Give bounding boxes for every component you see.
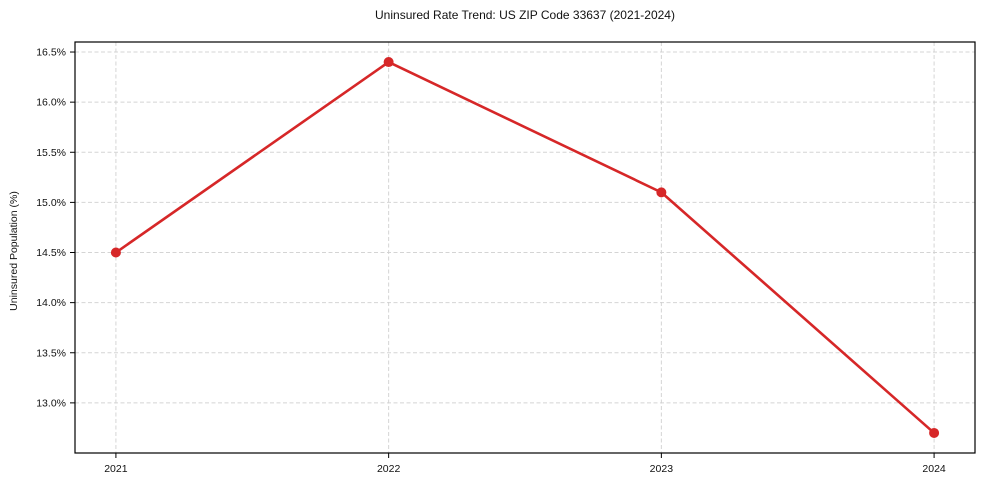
x-tick-label: 2024 (922, 463, 946, 475)
y-tick-label: 13.0% (36, 397, 66, 409)
y-tick-label: 15.5% (36, 147, 66, 159)
y-tick-label: 13.5% (36, 347, 66, 359)
y-tick-label: 14.5% (36, 247, 66, 259)
y-axis-label-text: Uninsured Population (%) (8, 191, 20, 311)
y-tick-label: 16.5% (36, 47, 66, 59)
y-tick-label: 16.0% (36, 97, 66, 109)
chart-title: Uninsured Rate Trend: US ZIP Code 33637 … (375, 8, 675, 22)
x-tick-label: 2023 (650, 463, 674, 475)
data-point (383, 57, 394, 68)
data-point (656, 187, 667, 198)
x-tick-label: 2022 (377, 463, 401, 475)
data-point (110, 247, 121, 258)
data-point (929, 427, 940, 438)
x-tick-label: 2021 (104, 463, 128, 475)
y-tick-label: 14.0% (36, 297, 66, 309)
trend-line (114, 60, 936, 435)
plot-border (74, 41, 976, 454)
y-tick-label: 15.0% (36, 197, 66, 209)
